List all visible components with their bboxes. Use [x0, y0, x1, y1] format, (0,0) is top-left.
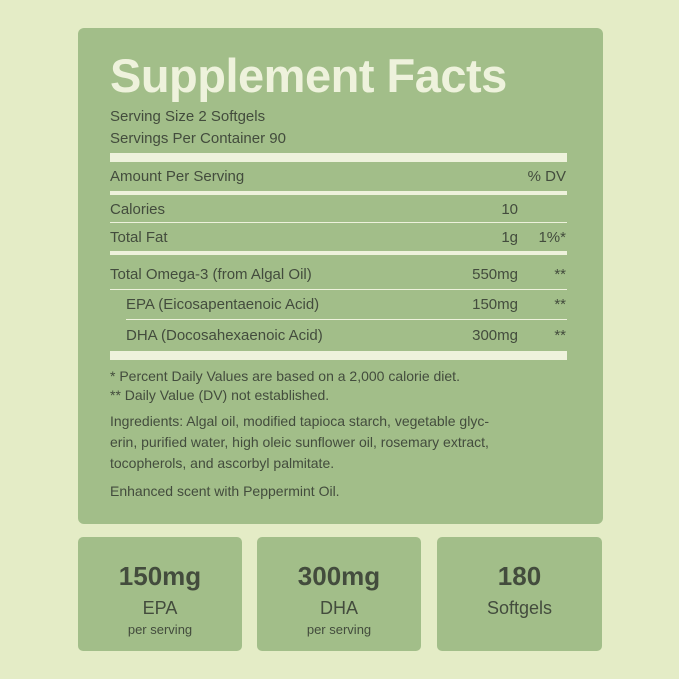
highlight-value: 300mg [297, 561, 381, 591]
label-title: Supplement Facts [110, 49, 507, 102]
row-name: Total Fat [110, 229, 168, 246]
highlight-box: 300mg DHA per serving [257, 537, 421, 651]
row-amount: 150mg [472, 296, 518, 313]
footnote: * Percent Daily Values are based on a 2,… [110, 368, 460, 384]
row-amount: 1g [501, 229, 518, 246]
row-dv: ** [554, 296, 566, 313]
rule [110, 289, 567, 290]
highlight-label: DHA [319, 598, 358, 618]
row-dv: ** [554, 266, 566, 283]
row-amount: 10 [501, 201, 518, 218]
row-amount: 300mg [472, 327, 518, 344]
thick-rule [110, 153, 567, 162]
footnote: ** Daily Value (DV) not established. [110, 387, 330, 403]
servings-per-container: Servings Per Container 90 [110, 130, 286, 147]
ingredients-line: tocopherols, and ascorbyl palmitate. [110, 455, 335, 471]
thick-rule [110, 351, 567, 360]
rule [110, 222, 567, 223]
row-name: Calories [110, 201, 166, 218]
row-dv: ** [554, 327, 566, 344]
dv-header: % DV [527, 168, 566, 185]
ingredients-line: erin, purified water, high oleic sunflow… [110, 434, 489, 450]
highlight-value: 180 [497, 561, 542, 591]
row-name: Total Omega-3 (from Algal Oil) [110, 266, 312, 283]
rule [110, 191, 567, 195]
highlight-label: Softgels [486, 598, 553, 618]
ingredients-line: Ingredients: Algal oil, modified tapioca… [110, 413, 489, 429]
highlight-box: 150mg EPA per serving [78, 537, 242, 651]
rule [126, 319, 567, 320]
row-amount: 550mg [472, 266, 518, 283]
row-name: EPA (Eicosapentaenoic Acid) [126, 296, 320, 313]
facts-panel [78, 28, 603, 524]
highlight-sub: per serving [127, 622, 193, 637]
rule [110, 251, 567, 255]
row-dv: 1%* [538, 229, 566, 246]
note: Enhanced scent with Peppermint Oil. [110, 483, 340, 499]
highlight-value: 150mg [118, 561, 202, 591]
amount-header: Amount Per Serving [110, 168, 245, 185]
highlight-sub: per serving [306, 622, 372, 637]
serving-size: Serving Size 2 Softgels [110, 108, 266, 125]
highlight-box: 180 Softgels [437, 537, 602, 651]
row-name: DHA (Docosahexaenoic Acid) [126, 327, 323, 344]
highlight-label: EPA [142, 598, 178, 618]
